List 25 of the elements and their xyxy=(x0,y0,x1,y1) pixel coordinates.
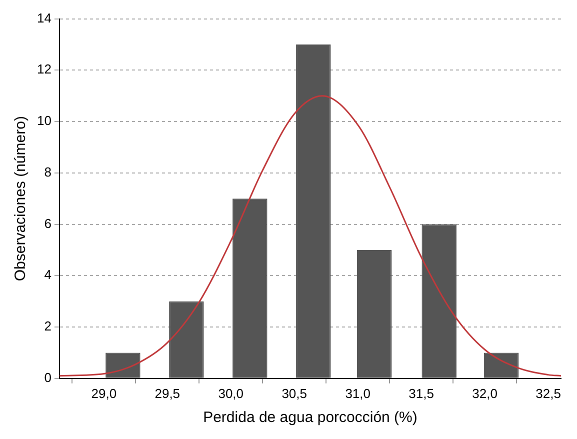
x-tick-label: 30,0 xyxy=(218,386,244,401)
x-tick-label: 30,5 xyxy=(282,386,308,401)
bar xyxy=(356,250,392,378)
x-tick-label: 29,0 xyxy=(91,386,117,401)
x-tick-label: 32,0 xyxy=(472,386,498,401)
bar xyxy=(422,224,456,378)
x-tick-label: 31,5 xyxy=(408,386,434,401)
y-tick-label: 6 xyxy=(44,216,52,231)
bar xyxy=(296,44,331,378)
x-axis-title: Perdida de agua porcocción (%) xyxy=(203,409,418,426)
y-tick-label: 12 xyxy=(36,62,52,77)
bar xyxy=(484,352,519,378)
bar xyxy=(106,352,140,378)
bar xyxy=(169,301,204,378)
y-tick-label: 2 xyxy=(44,318,52,334)
x-tick-label: 32,5 xyxy=(536,386,561,401)
x-tick-label: 31,0 xyxy=(345,386,370,401)
x-tick-label: 29,5 xyxy=(154,386,180,401)
bar xyxy=(232,198,268,378)
y-tick-label: 10 xyxy=(36,113,52,128)
y-axis-title: Observaciones (número) xyxy=(12,116,30,282)
y-tick-label: 0 xyxy=(44,370,52,385)
y-tick-label: 14 xyxy=(36,10,52,26)
y-tick-label: 4 xyxy=(44,267,52,282)
y-tick-label: 8 xyxy=(44,164,52,180)
